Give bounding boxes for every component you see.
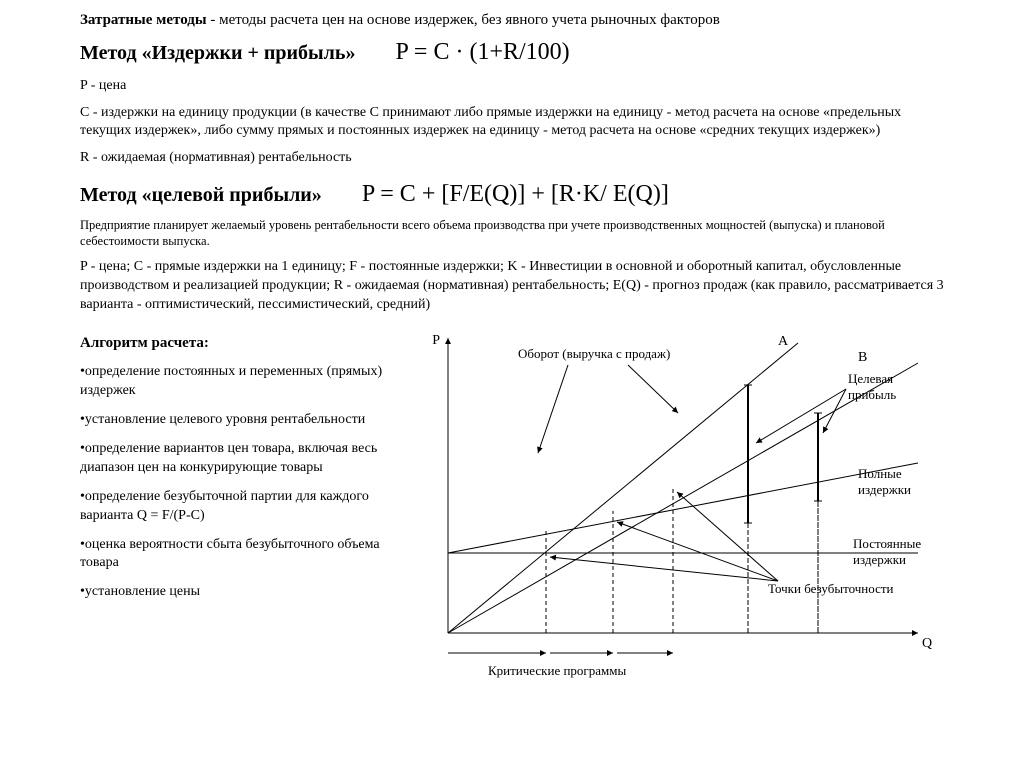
p-def: P - цена <box>80 77 944 96</box>
method2-title: Метод «целевой прибыли» <box>80 182 322 209</box>
header-line: Затратные методы - методы расчета цен на… <box>80 10 944 30</box>
svg-text:Оборот (выручка с продаж): Оборот (выручка с продаж) <box>518 346 670 361</box>
method2-formula: P = C + [F/E(Q)] + [R·K/ E(Q)] <box>362 178 669 210</box>
svg-text:A: A <box>778 334 789 349</box>
method1-row: Метод «Издержки + прибыль» P = C · (1+R/… <box>80 36 944 68</box>
method2-intro: Предприятие планирует желаемый уровень р… <box>80 217 944 251</box>
method2-row: Метод «целевой прибыли» P = C + [F/E(Q)]… <box>80 178 944 210</box>
algorithm-title: Алгоритм расчета: <box>80 333 400 353</box>
svg-text:Постоянные: Постоянные <box>853 536 921 551</box>
algo-item: •установление цены <box>80 583 400 602</box>
header-rest: - методы расчета цен на основе издержек,… <box>207 12 720 28</box>
svg-text:издержки: издержки <box>853 552 906 567</box>
algo-item: •определение безубыточной партии для каж… <box>80 488 400 526</box>
method1-title: Метод «Издержки + прибыль» <box>80 40 355 67</box>
header-bold: Затратные методы <box>80 12 207 28</box>
algo-item: •оценка вероятности сбыта безубыточного … <box>80 536 400 574</box>
svg-text:Полные: Полные <box>858 466 902 481</box>
svg-text:прибыль: прибыль <box>848 387 896 402</box>
algo-item: •определение постоянных и переменных (пр… <box>80 363 400 401</box>
svg-text:Целевая: Целевая <box>848 371 893 386</box>
algorithm-column: Алгоритм расчета: •определение постоянны… <box>80 323 400 690</box>
svg-text:P: P <box>432 333 440 348</box>
algo-item: •определение вариантов цен товара, включ… <box>80 440 400 478</box>
method1-formula: P = C · (1+R/100) <box>395 36 569 68</box>
svg-text:Критические программы: Критические программы <box>488 663 626 678</box>
svg-text:Q: Q <box>922 636 932 651</box>
r-def: R - ожидаемая (нормативная) рентабельнос… <box>80 149 944 168</box>
svg-text:B: B <box>858 350 867 365</box>
breakeven-chart: P Q A B Оборот (выручка с продаж) Целеваяприб… <box>418 323 938 683</box>
chart-column: P Q A B Оборот (выручка с продаж) Целеваяприб… <box>418 323 944 690</box>
svg-text:Точки безубыточности: Точки безубыточности <box>768 581 894 596</box>
algo-item: •установление целевого уровня рентабельн… <box>80 411 400 430</box>
method2-defs: P - цена; C - прямые издержки на 1 едини… <box>80 258 944 315</box>
svg-text:издержки: издержки <box>858 482 911 497</box>
c-def: C - издержки на единицу продукции (в кач… <box>80 104 944 142</box>
